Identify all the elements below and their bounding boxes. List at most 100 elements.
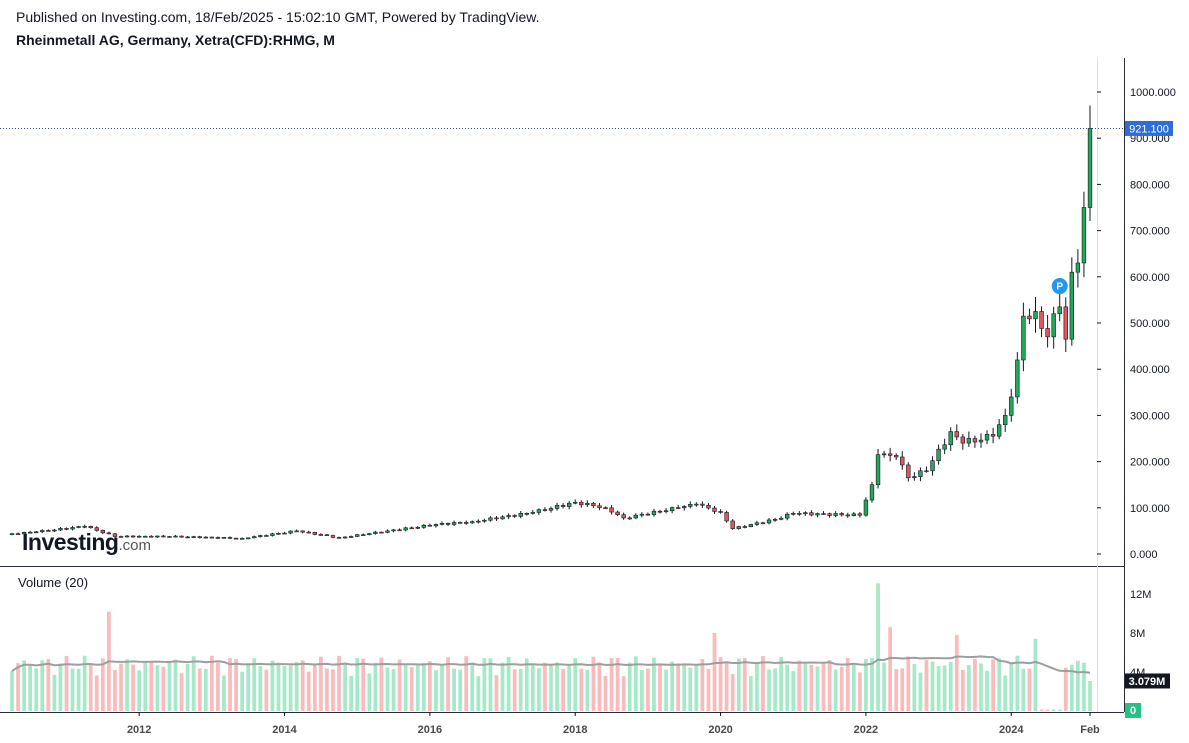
candle — [149, 535, 154, 538]
candle-body — [379, 531, 384, 534]
volume-title: Volume (20) — [18, 575, 89, 590]
candle — [221, 536, 227, 539]
candle-body — [682, 506, 687, 509]
event-marker-label: P — [1056, 282, 1063, 293]
last-volume-value: 3.079M — [1129, 676, 1166, 688]
candle — [560, 503, 566, 509]
candle-body — [851, 513, 856, 516]
volume-bar — [973, 658, 977, 711]
volume-bar — [1082, 662, 1086, 711]
candle — [978, 433, 984, 448]
candle-body — [367, 533, 372, 536]
candle — [857, 511, 863, 518]
candle-body — [803, 512, 808, 515]
candle-body — [669, 507, 675, 512]
volume-ma-line — [11, 655, 1091, 674]
volume-bar — [1045, 709, 1050, 711]
candle-body — [706, 504, 711, 509]
volume-bar — [476, 676, 481, 711]
volume-bar — [724, 662, 729, 711]
volume-bar — [1057, 709, 1062, 711]
candle-body — [900, 456, 905, 466]
volume-bar — [633, 656, 638, 711]
candle — [748, 523, 754, 528]
candle — [645, 512, 651, 516]
event-marker[interactable]: P — [1051, 278, 1068, 295]
volume-min-value: 0 — [1130, 705, 1136, 717]
candle — [1057, 292, 1062, 322]
candle-body — [15, 533, 21, 535]
candle — [264, 534, 269, 537]
candle — [1051, 306, 1056, 349]
volume-bar — [851, 663, 856, 711]
volume-bar — [779, 656, 784, 711]
volume-bar — [966, 665, 971, 711]
volume-bar — [809, 664, 814, 711]
candle-body — [996, 424, 1002, 437]
candle — [845, 512, 850, 518]
candle-body — [894, 455, 899, 458]
volume-bar — [512, 669, 517, 711]
candle — [179, 535, 184, 538]
candle — [106, 531, 112, 535]
candle-body — [252, 536, 257, 539]
candle-body — [1045, 328, 1050, 338]
candle-body — [409, 527, 414, 530]
candle-body — [403, 527, 408, 531]
candle — [573, 499, 578, 505]
candle-body — [106, 532, 112, 535]
candle-body — [512, 515, 517, 517]
volume-bar — [1015, 655, 1020, 711]
volume-bar — [1051, 709, 1056, 711]
volume-bar — [894, 669, 899, 711]
candle — [772, 517, 778, 522]
candle — [155, 535, 160, 538]
candle-body — [1003, 415, 1008, 426]
candle — [112, 532, 118, 538]
logo-main: Investing — [22, 529, 119, 555]
volume-bar — [131, 664, 136, 711]
volume-bar — [791, 671, 796, 711]
candle-body — [875, 454, 881, 486]
candle-body — [149, 535, 154, 538]
candle-body — [397, 529, 402, 532]
candle — [712, 505, 717, 514]
volume-bar — [597, 662, 602, 711]
candle-body — [494, 517, 499, 520]
candle — [760, 521, 766, 525]
volume-bar — [518, 668, 523, 711]
volume-bar — [173, 659, 178, 711]
candle — [427, 523, 433, 527]
volume-bar — [876, 583, 880, 711]
candle-body — [118, 536, 124, 538]
candle-body — [143, 535, 148, 538]
candle-body — [984, 434, 990, 441]
volume-bar — [46, 658, 51, 711]
candle-body — [185, 536, 190, 539]
event-marker-icon[interactable] — [1051, 278, 1068, 295]
volume-bar — [682, 663, 687, 711]
candle — [1063, 297, 1068, 353]
candle — [276, 532, 281, 535]
candle-body — [355, 534, 360, 537]
candle — [34, 530, 39, 534]
candle — [415, 526, 420, 530]
candle — [827, 512, 832, 518]
candle — [894, 453, 899, 460]
candle-body — [1039, 311, 1044, 329]
candle-body — [155, 535, 160, 538]
candle-body — [1027, 315, 1032, 320]
volume-bar — [646, 668, 650, 711]
candle-body — [173, 535, 178, 538]
candle-body — [912, 476, 917, 479]
volume-bar — [100, 658, 105, 711]
volume-bar — [821, 663, 826, 711]
volume-bar — [494, 675, 499, 711]
candle-body — [1063, 306, 1068, 340]
candle-body — [500, 516, 505, 520]
candle-body — [433, 524, 439, 527]
volume-bar — [385, 667, 390, 711]
candle-body — [451, 522, 457, 525]
volume-bar — [718, 657, 723, 711]
